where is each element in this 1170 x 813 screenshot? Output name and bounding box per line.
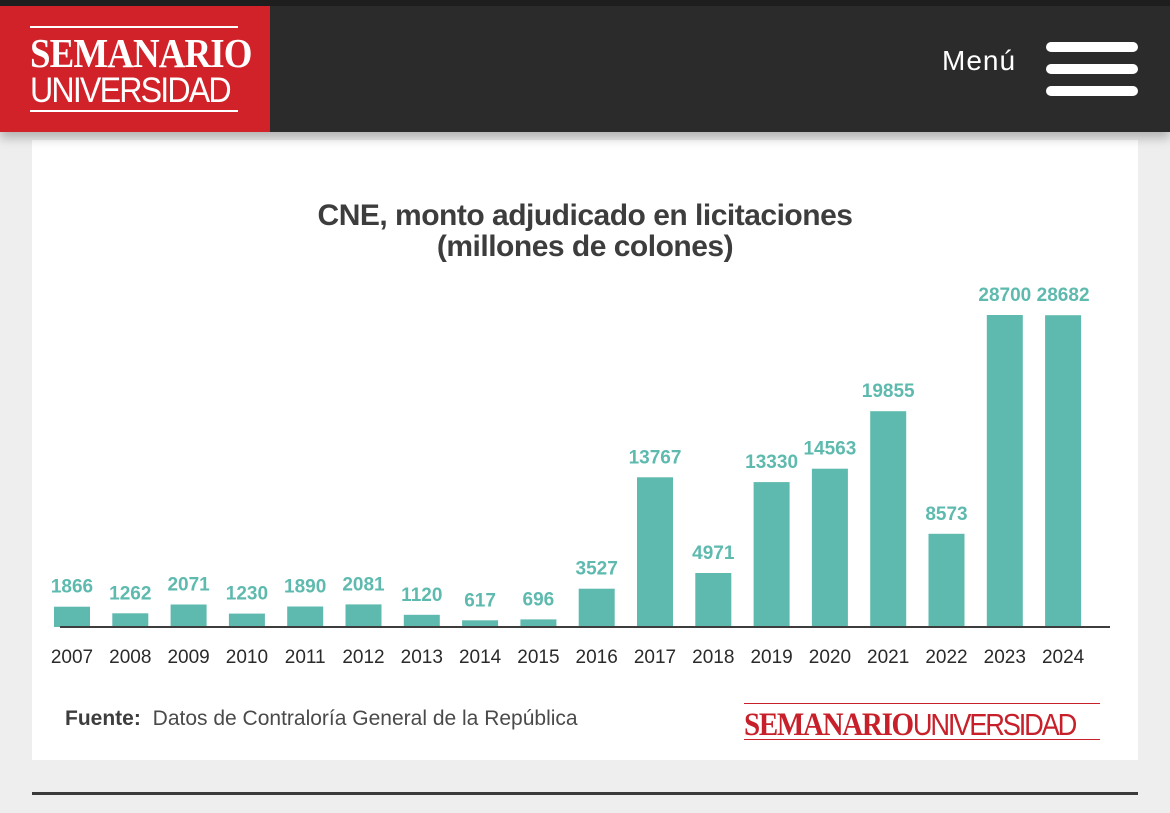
data-label-2007: 1866 (51, 577, 93, 598)
chart-title-line-1: CNE, monto adjudicado en licitaciones (317, 199, 853, 232)
chart-source: Fuente: Datos de Contraloría General de … (65, 707, 578, 731)
data-label-2019: 13330 (745, 452, 798, 473)
bar-2008 (112, 613, 149, 627)
bar-2012 (345, 604, 382, 627)
header-top-strip (0, 0, 1170, 6)
x-tick-label-2014: 2014 (459, 647, 502, 668)
chart-card: CNE, monto adjudicado en licitaciones (m… (32, 140, 1138, 760)
bar-2014 (462, 620, 499, 627)
x-tick-label-2008: 2008 (109, 647, 151, 668)
bar-2017 (637, 477, 673, 627)
brand-wordmark-light: UNIVERSIDAD (912, 707, 1077, 742)
data-label-2020: 14563 (803, 439, 856, 460)
brand-wordmark: SEMANARIOUNIVERSIDAD (744, 703, 1102, 743)
site-header: SEMANARIO UNIVERSIDAD Menú (0, 0, 1170, 132)
data-label-2023: 28700 (978, 285, 1031, 306)
chart-title: CNE, monto adjudicado en licitaciones (m… (32, 200, 1138, 262)
data-label-2015: 696 (523, 589, 555, 610)
source-text: Datos de Contraloría General de la Repúb… (152, 707, 578, 730)
logo-rule-bottom (30, 110, 238, 112)
x-tick-label-2024: 2024 (1042, 647, 1085, 668)
bar-2007 (54, 606, 90, 627)
bar-2024 (1045, 315, 1082, 627)
x-tick-label-2010: 2010 (226, 647, 268, 668)
site-logo[interactable]: SEMANARIO UNIVERSIDAD (0, 6, 270, 132)
data-label-2014: 617 (464, 590, 496, 611)
data-label-2009: 2071 (167, 575, 210, 596)
data-label-2008: 1262 (109, 583, 151, 604)
data-label-2012: 2081 (342, 574, 385, 595)
x-tick-label-2015: 2015 (517, 647, 559, 668)
data-label-2010: 1230 (226, 584, 268, 605)
data-label-2021: 19855 (862, 381, 915, 402)
page-divider (32, 792, 1138, 795)
data-label-2016: 3527 (576, 559, 618, 580)
bar-2021 (870, 411, 907, 627)
x-tick-label-2021: 2021 (867, 647, 909, 668)
x-tick-label-2022: 2022 (925, 647, 967, 668)
data-label-2017: 13767 (629, 447, 682, 468)
x-tick-label-2020: 2020 (809, 647, 851, 668)
hamburger-menu-icon[interactable] (1046, 40, 1140, 98)
data-label-2011: 1890 (284, 577, 326, 598)
bar-2019 (753, 482, 790, 627)
bar-2022 (928, 533, 965, 627)
logo-rule-top (30, 26, 238, 28)
chart-title-line-2: (millones de colones) (436, 230, 734, 263)
data-label-2013: 1120 (401, 585, 442, 606)
data-label-2024: 28682 (1037, 285, 1090, 306)
hamburger-line-1 (1046, 42, 1138, 52)
x-tick-label-2007: 2007 (51, 647, 93, 668)
bar-2016 (578, 588, 615, 627)
logo-text-top: SEMANARIO (30, 30, 252, 76)
brand-rule-bottom (744, 739, 1100, 740)
bar-2018 (695, 573, 732, 627)
bar-2010 (228, 613, 265, 627)
bar-2009 (170, 604, 207, 627)
source-label: Fuente: (65, 707, 141, 730)
bar-2013 (403, 614, 440, 627)
x-tick-label-2013: 2013 (401, 647, 443, 668)
bar-2023 (986, 315, 1023, 627)
logo-text-bottom: UNIVERSIDAD (30, 71, 232, 110)
x-tick-label-2017: 2017 (634, 647, 676, 668)
x-tick-label-2019: 2019 (750, 647, 792, 668)
x-tick-label-2018: 2018 (692, 647, 734, 668)
hamburger-line-3 (1046, 86, 1138, 96)
brand-wordmark-bold: SEMANARIO (744, 707, 914, 743)
bar-2020 (811, 468, 848, 627)
x-tick-label-2016: 2016 (576, 647, 618, 668)
x-tick-label-2009: 2009 (167, 647, 209, 668)
data-label-2022: 8573 (925, 504, 967, 525)
bar-2015 (520, 619, 557, 627)
brand-rule-top (744, 703, 1100, 704)
bar-chart: 1866 2007 1262 2008 2071 2009 1230 2010 1890 2011… (51, 285, 1110, 668)
data-label-2018: 4971 (692, 543, 735, 564)
x-tick-label-2011: 2011 (285, 647, 326, 668)
hamburger-line-2 (1046, 64, 1138, 74)
brand-wordmark-text: SEMANARIOUNIVERSIDAD (744, 707, 1077, 744)
x-tick-label-2012: 2012 (342, 647, 384, 668)
menu-label[interactable]: Menú (942, 45, 1017, 76)
x-tick-label-2023: 2023 (984, 647, 1026, 668)
bar-2011 (287, 606, 324, 627)
